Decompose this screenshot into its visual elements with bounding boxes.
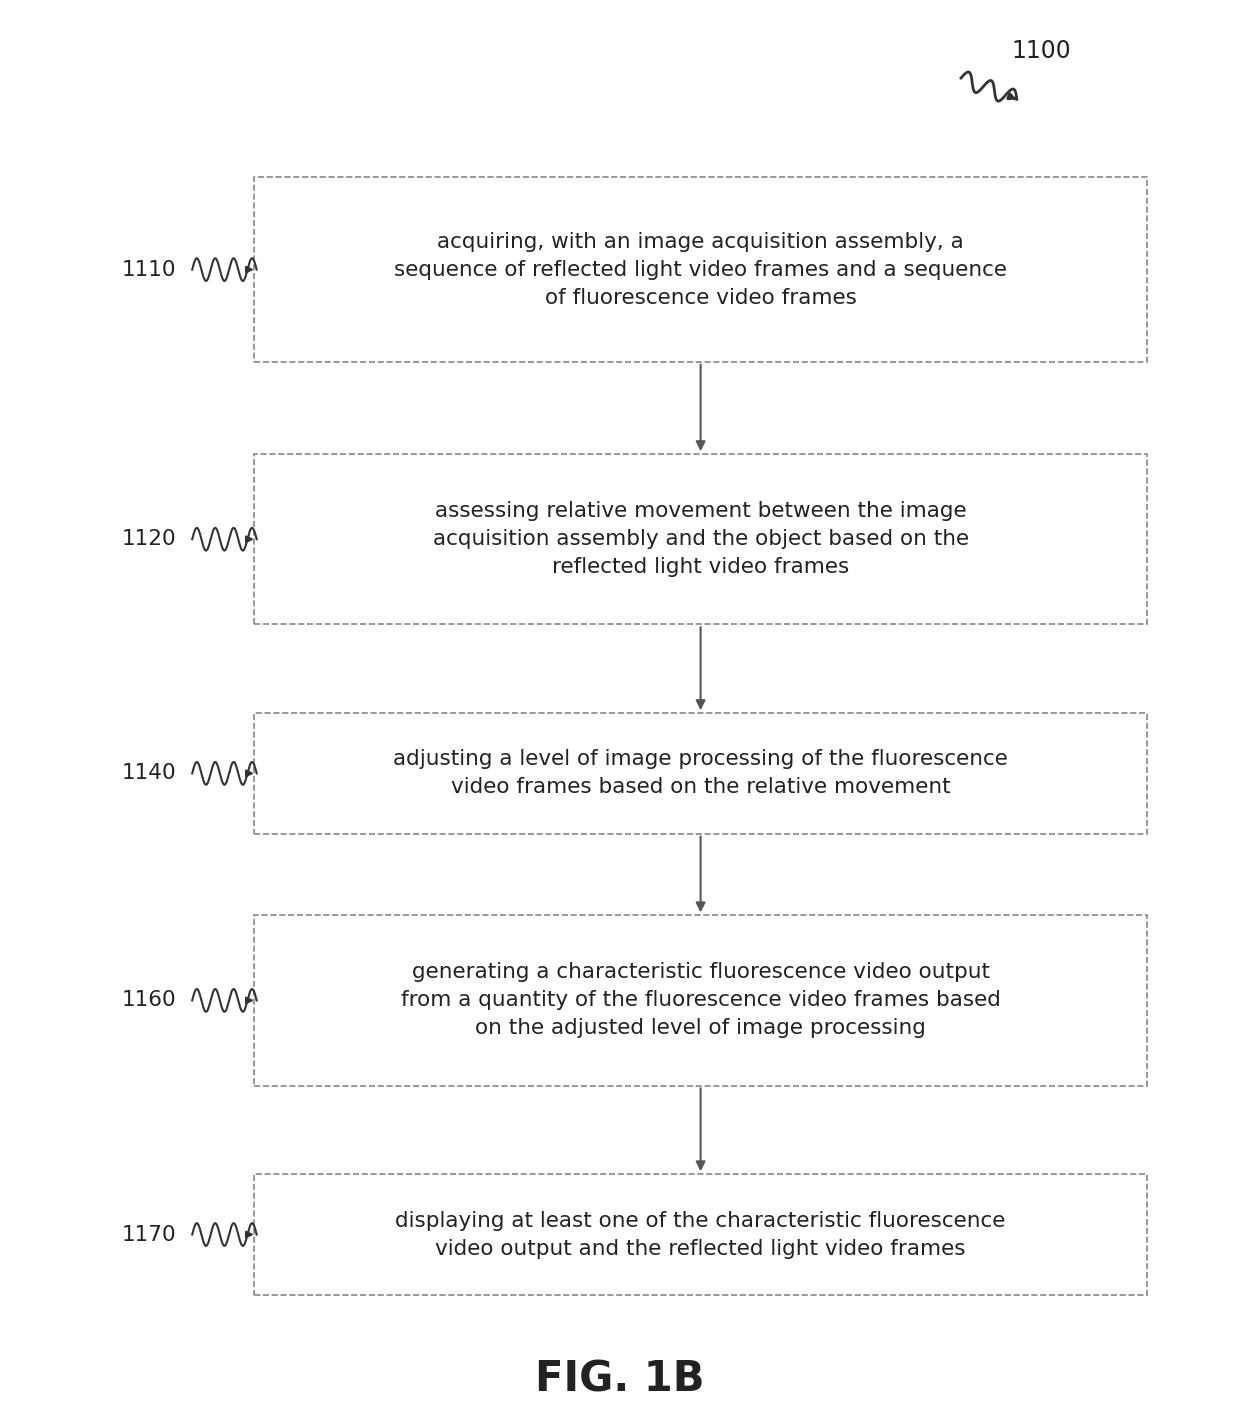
Text: 1160: 1160	[122, 990, 176, 1010]
Text: 1170: 1170	[122, 1225, 176, 1244]
Text: 1140: 1140	[122, 763, 176, 783]
FancyBboxPatch shape	[254, 1175, 1147, 1294]
Text: displaying at least one of the characteristic fluorescence
video output and the : displaying at least one of the character…	[396, 1210, 1006, 1259]
Text: acquiring, with an image acquisition assembly, a
sequence of reflected light vid: acquiring, with an image acquisition ass…	[394, 231, 1007, 308]
Text: 1100: 1100	[1012, 40, 1071, 62]
FancyBboxPatch shape	[254, 177, 1147, 362]
Text: 1110: 1110	[122, 260, 176, 280]
Text: FIG. 1B: FIG. 1B	[536, 1358, 704, 1401]
FancyBboxPatch shape	[254, 915, 1147, 1086]
Text: 1120: 1120	[122, 529, 176, 549]
FancyBboxPatch shape	[254, 712, 1147, 833]
Text: generating a characteristic fluorescence video output
from a quantity of the flu: generating a characteristic fluorescence…	[401, 962, 1001, 1039]
Text: adjusting a level of image processing of the fluorescence
video frames based on : adjusting a level of image processing of…	[393, 749, 1008, 797]
Text: assessing relative movement between the image
acquisition assembly and the objec: assessing relative movement between the …	[433, 501, 968, 578]
FancyBboxPatch shape	[254, 454, 1147, 624]
